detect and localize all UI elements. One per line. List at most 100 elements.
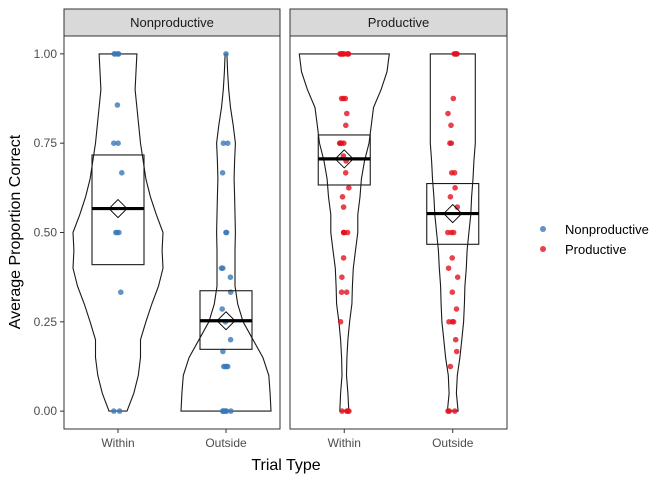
data-point <box>454 204 461 210</box>
mean-diamond <box>216 311 236 331</box>
data-point <box>346 408 352 414</box>
data-point <box>447 363 454 370</box>
group-outside: Outside <box>426 51 480 450</box>
data-point <box>453 306 460 312</box>
data-point <box>341 229 347 236</box>
data-point <box>224 363 231 370</box>
data-point <box>115 140 121 146</box>
data-point <box>113 229 119 236</box>
data-point <box>114 102 121 108</box>
data-point <box>119 170 125 176</box>
legend-label-nonproductive: Nonproductive <box>565 222 649 237</box>
data-point <box>346 185 352 191</box>
x-axis-title: Trial Type <box>251 457 320 474</box>
violin-outline <box>72 53 164 412</box>
data-point <box>111 140 117 146</box>
data-point <box>220 348 226 355</box>
data-point <box>223 229 229 236</box>
data-point <box>341 51 347 57</box>
panels-layer: Nonproductive Within Outside Productive With… <box>63 8 508 450</box>
data-point <box>220 140 227 146</box>
data-point <box>342 170 349 176</box>
legend-key-nonproductive <box>540 226 546 232</box>
panel-border <box>63 35 281 430</box>
x-tick-label: Outside <box>432 436 474 450</box>
data-point <box>221 408 228 414</box>
data-point <box>449 289 456 296</box>
data-point <box>336 140 343 146</box>
data-point <box>445 110 451 117</box>
mean-diamond <box>443 203 463 224</box>
data-point <box>446 408 453 414</box>
data-point <box>337 319 344 325</box>
data-point <box>111 408 117 414</box>
data-point <box>218 265 225 272</box>
data-point <box>339 408 345 414</box>
data-point <box>339 194 346 200</box>
data-point <box>338 289 345 296</box>
data-point <box>453 348 460 355</box>
y-axis-title: Average Proportion Correct <box>7 134 24 329</box>
data-point <box>450 229 457 236</box>
y-tick-label: 0.00 <box>34 404 58 418</box>
data-point <box>450 95 457 102</box>
facet-panel-productive: Productive Within Outside <box>289 8 508 450</box>
data-point <box>340 255 347 261</box>
data-point <box>118 289 124 296</box>
facet-strip <box>63 8 281 37</box>
y-tick-label: 0.25 <box>34 315 58 329</box>
panel-border <box>289 35 508 430</box>
data-point <box>224 140 231 146</box>
facet-panel-nonproductive: Nonproductive Within Outside <box>63 8 281 450</box>
violin-outline <box>429 53 476 412</box>
data-point <box>116 408 123 414</box>
x-tick-label: Within <box>101 436 134 450</box>
data-point <box>445 265 452 272</box>
data-point <box>447 194 454 200</box>
x-tick-label: Outside <box>205 436 247 450</box>
data-point <box>227 336 234 343</box>
y-tick-label: 1.00 <box>34 47 58 61</box>
y-axis: 0.00 0.25 0.50 0.75 1.00 <box>34 47 64 418</box>
group-within: Within <box>72 51 164 450</box>
data-point <box>343 122 349 129</box>
mean-diamond <box>108 198 128 219</box>
data-point <box>448 122 454 129</box>
legend-key-productive <box>540 246 546 252</box>
legend: Nonproductive Productive <box>540 222 649 257</box>
data-point <box>221 363 227 370</box>
data-point <box>343 289 350 296</box>
data-point <box>446 319 452 325</box>
data-point <box>340 204 347 210</box>
data-point <box>447 140 453 146</box>
facet-strip-label: Productive <box>368 15 429 30</box>
data-point <box>451 170 458 176</box>
group-within: Within <box>298 51 390 450</box>
data-point <box>219 170 226 176</box>
y-tick-label: 0.50 <box>34 226 58 240</box>
y-tick-label: 0.75 <box>34 136 58 150</box>
group-outside: Outside <box>180 51 272 450</box>
x-tick-label: Within <box>328 436 361 450</box>
data-point <box>227 274 234 281</box>
facet-strip <box>289 8 508 37</box>
violin-outline <box>298 53 390 412</box>
data-point <box>339 274 345 281</box>
data-point <box>228 408 234 414</box>
legend-label-productive: Productive <box>565 242 626 257</box>
data-point <box>451 51 458 57</box>
mean-diamond <box>334 149 354 169</box>
data-point <box>452 336 459 343</box>
data-point <box>340 95 347 102</box>
data-point <box>449 255 456 261</box>
data-point <box>219 306 225 312</box>
data-point <box>223 51 229 57</box>
data-point <box>452 185 458 191</box>
data-point <box>345 51 351 57</box>
data-point <box>454 274 461 281</box>
data-point <box>112 51 119 57</box>
data-point <box>344 110 350 117</box>
data-point <box>452 408 458 414</box>
